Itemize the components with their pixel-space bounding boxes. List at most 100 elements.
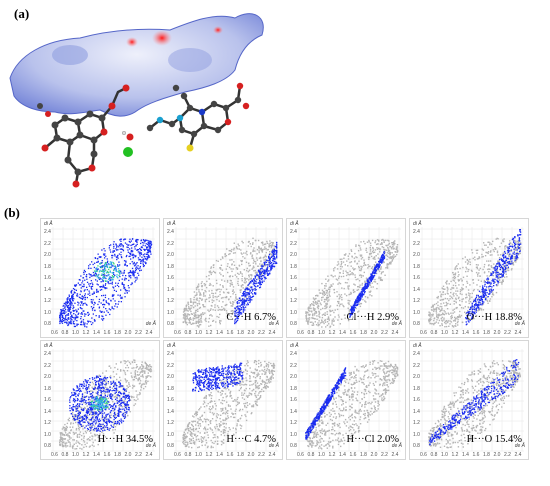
y-tick-label: 1.4 bbox=[290, 286, 297, 293]
contact-points bbox=[234, 241, 278, 325]
x-tick-label: 1.0 bbox=[195, 452, 202, 458]
y-tick-label: 2.0 bbox=[44, 252, 51, 258]
x-tick-label: 1.2 bbox=[328, 452, 336, 458]
x-tick-label: 1.0 bbox=[441, 452, 448, 458]
water-oxygen bbox=[126, 133, 134, 141]
x-tick-label: 2.4 bbox=[391, 452, 399, 458]
di-axis-label: di Å bbox=[44, 221, 53, 227]
di-axis-label: di Å bbox=[413, 221, 422, 227]
fingerprint-plot: 2.4 2.2 2.0 1.8 1.6 1.4 1.2 1.0 0.8 0.6 0.8 1.0 1.2 1… bbox=[40, 218, 160, 338]
y-tick-label: 1.2 bbox=[290, 298, 297, 304]
x-tick-label: 2.4 bbox=[514, 452, 522, 458]
fingerprint-plot-canvas bbox=[297, 227, 401, 330]
x-tick-label: 2.2 bbox=[258, 452, 265, 458]
y-tick-label: 1.0 bbox=[413, 431, 420, 438]
x-tick-label: 2.4 bbox=[145, 452, 153, 458]
fingerprint-plot: 2.4 2.2 2.0 1.8 1.6 1.4 1.2 1.0 0.8 0.6 0.8 1.0 1.2 1… bbox=[163, 218, 283, 338]
di-axis-label: di Å bbox=[44, 343, 53, 349]
di-axis-label: di Å bbox=[167, 343, 176, 349]
y-tick-label: 2.2 bbox=[44, 240, 51, 247]
x-tick-label: 2.0 bbox=[247, 330, 255, 336]
contact-points bbox=[465, 229, 522, 326]
y-tick-label: 1.8 bbox=[413, 263, 420, 270]
de-axis-label: de Å bbox=[268, 443, 279, 449]
panel-label-b: (b) bbox=[4, 205, 20, 220]
fingerprint-plot-canvas bbox=[420, 349, 524, 452]
y-tick-label: 1.4 bbox=[413, 286, 420, 293]
y-tick-label: 1.0 bbox=[413, 309, 420, 316]
x-tick-label: 0.6 bbox=[420, 330, 427, 336]
contact-percentage-caption: O···H 18.8% bbox=[466, 312, 522, 323]
contact-points bbox=[305, 367, 347, 440]
x-tick-label: 1.4 bbox=[216, 330, 223, 336]
x-tick-label: 2.4 bbox=[268, 452, 276, 458]
x-tick-label: 0.8 bbox=[61, 452, 69, 458]
x-tick-label: 1.2 bbox=[82, 330, 90, 336]
x-tick-label: 0.6 bbox=[51, 452, 58, 458]
y-tick-label: 1.4 bbox=[413, 408, 420, 415]
de-axis-label: de Å bbox=[514, 321, 525, 327]
x-tick-label: 1.4 bbox=[93, 330, 100, 336]
y-tick-label: 1.6 bbox=[413, 275, 420, 281]
y-tick-label: 2.0 bbox=[413, 252, 420, 258]
high-density-core bbox=[94, 261, 121, 282]
y-tick-label: 1.6 bbox=[413, 397, 420, 403]
y-tick-label: 2.4 bbox=[167, 351, 174, 357]
y-tick-label: 1.6 bbox=[44, 275, 51, 281]
y-tick-label: 2.4 bbox=[44, 351, 51, 357]
atoms-left bbox=[37, 84, 130, 188]
y-tick-label: 2.2 bbox=[44, 362, 51, 369]
y-tick-label: 2.0 bbox=[290, 374, 297, 380]
fingerprint-plot-canvas bbox=[297, 349, 401, 452]
contact-percentage-caption: H···H 34.5% bbox=[97, 434, 153, 445]
fingerprint-plot: 2.4 2.2 2.0 1.8 1.6 1.4 1.2 1.0 0.8 0.6 0.8 1.0 1.2 1… bbox=[409, 340, 529, 460]
y-tick-label: 1.0 bbox=[167, 309, 174, 316]
y-tick-label: 2.4 bbox=[290, 351, 297, 357]
de-axis-label: de Å bbox=[391, 443, 402, 449]
de-axis-label: de Å bbox=[145, 443, 156, 449]
y-tick-label: 2.0 bbox=[413, 374, 420, 380]
y-tick-label: 1.8 bbox=[290, 263, 297, 270]
x-tick-label: 1.2 bbox=[328, 330, 336, 336]
x-tick-label: 2.4 bbox=[391, 330, 399, 336]
y-tick-label: 1.4 bbox=[290, 408, 297, 415]
x-tick-label: 1.8 bbox=[483, 452, 490, 458]
contact-percentage-caption: H···O 15.4% bbox=[466, 434, 522, 445]
contact-points bbox=[349, 250, 386, 318]
y-tick-label: 2.4 bbox=[290, 229, 297, 235]
x-tick-label: 1.4 bbox=[339, 330, 346, 336]
x-tick-label: 1.2 bbox=[82, 452, 90, 458]
y-tick-label: 2.0 bbox=[44, 374, 51, 380]
y-tick-label: 1.6 bbox=[167, 397, 174, 403]
y-tick-label: 1.2 bbox=[413, 298, 420, 304]
x-tick-label: 1.8 bbox=[483, 330, 490, 336]
y-tick-label: 2.4 bbox=[167, 229, 174, 235]
x-tick-label: 1.2 bbox=[451, 452, 459, 458]
x-tick-label: 2.4 bbox=[514, 330, 522, 336]
x-tick-label: 2.2 bbox=[258, 330, 265, 336]
di-axis-label: di Å bbox=[290, 343, 299, 349]
x-tick-label: 2.0 bbox=[370, 330, 378, 336]
x-tick-label: 1.8 bbox=[114, 452, 121, 458]
fingerprint-plot-canvas bbox=[51, 349, 155, 452]
x-tick-label: 0.6 bbox=[174, 452, 181, 458]
y-tick-label: 0.8 bbox=[167, 321, 174, 327]
y-tick-label: 1.6 bbox=[44, 397, 51, 403]
y-tick-label: 1.2 bbox=[290, 420, 297, 426]
x-tick-label: 1.6 bbox=[349, 452, 357, 458]
y-tick-label: 2.4 bbox=[44, 229, 51, 235]
y-tick-label: 1.4 bbox=[44, 286, 51, 293]
y-tick-label: 0.8 bbox=[44, 443, 51, 449]
x-tick-label: 0.8 bbox=[307, 330, 315, 336]
x-tick-label: 1.8 bbox=[237, 330, 244, 336]
x-tick-label: 1.8 bbox=[237, 452, 244, 458]
x-tick-label: 0.8 bbox=[307, 452, 315, 458]
y-tick-label: 1.4 bbox=[167, 408, 174, 415]
di-axis-label: di Å bbox=[167, 221, 176, 227]
y-tick-label: 1.8 bbox=[290, 385, 297, 392]
fingerprint-plot: 2.4 2.2 2.0 1.8 1.6 1.4 1.2 1.0 0.8 0.6 0.8 1.0 1.2 1… bbox=[163, 340, 283, 460]
x-tick-label: 2.0 bbox=[493, 452, 501, 458]
x-tick-label: 1.8 bbox=[360, 452, 367, 458]
y-tick-label: 1.4 bbox=[44, 408, 51, 415]
panel-label-a: (a) bbox=[14, 6, 30, 21]
